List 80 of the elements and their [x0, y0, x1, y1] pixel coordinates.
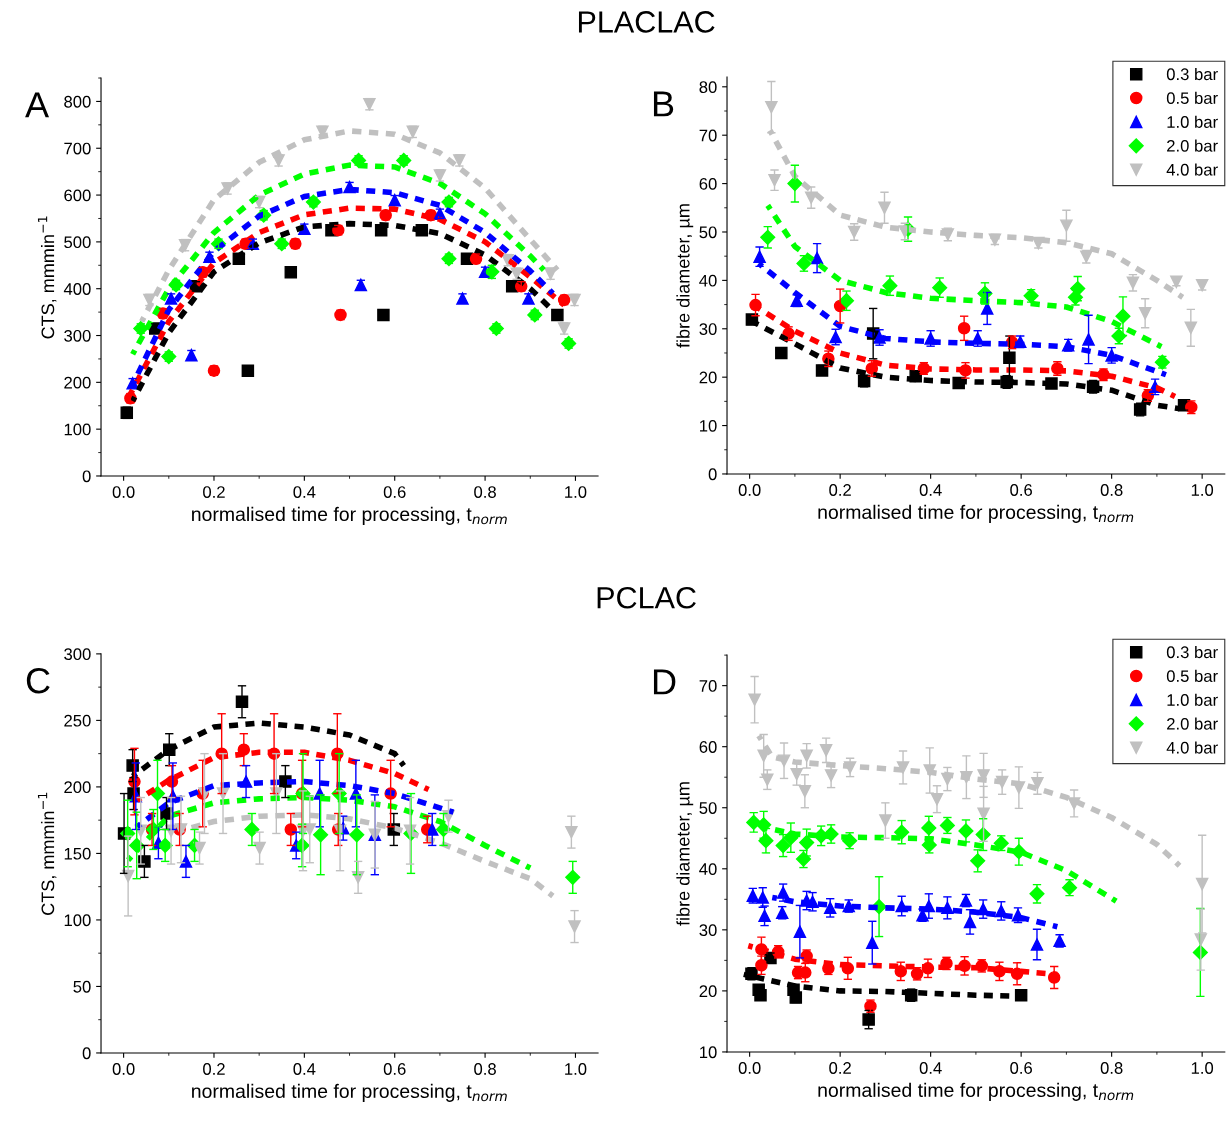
- y-tick-label: 0: [82, 470, 91, 483]
- x-tick-label: 0.4: [293, 486, 316, 498]
- legend-label: 0.3 bar: [1166, 67, 1218, 81]
- x-tick-label: 0.8: [474, 1063, 496, 1075]
- x-axis-title: normalised time for processing, t$_{norm}$: [818, 1082, 1134, 1101]
- y-tick-label: 80: [699, 81, 717, 94]
- x-tick-label: 0.0: [738, 484, 761, 496]
- legend-label: 1.0 bar: [1167, 115, 1218, 128]
- y-tick-label: 800: [64, 95, 91, 108]
- y-tick-label: 300: [64, 329, 91, 342]
- x-tick-label: 0.8: [1100, 1062, 1123, 1074]
- y-tick-label: 70: [699, 680, 717, 692]
- y-tick-label: 700: [64, 142, 91, 155]
- y-tick-label: 50: [699, 226, 717, 239]
- y-tick-label: 70: [699, 129, 717, 142]
- legend-label: 2.0 bar: [1167, 139, 1218, 152]
- legend-label: 2.0 bar: [1167, 717, 1218, 730]
- y-tick-label: 200: [64, 376, 91, 389]
- y-tick-label: 100: [64, 914, 91, 927]
- y-tick-label: 20: [699, 371, 717, 384]
- x-tick-label: 0.2: [203, 1063, 225, 1075]
- x-tick-label: 0.8: [474, 486, 496, 498]
- legend-label: 4.0 bar: [1166, 163, 1218, 176]
- x-tick-label: 0.0: [112, 1063, 135, 1075]
- legend-label: 0.5 bar: [1166, 669, 1218, 683]
- x-axis-title: normalised time for processing, t$_{norm}$: [818, 504, 1134, 523]
- y-tick-label: 0: [708, 468, 717, 481]
- y-tick-label: 40: [699, 274, 717, 287]
- x-axis-title: normalised time for processing, t$_{norm}$: [192, 506, 507, 525]
- x-tick-label: 1.0: [565, 486, 587, 498]
- chart-title: C: [26, 667, 50, 694]
- x-tick-label: 1.0: [1191, 1062, 1214, 1074]
- y-tick-label: 60: [699, 741, 717, 753]
- x-tick-label: 0.0: [112, 486, 135, 498]
- x-tick-label: 0.4: [919, 1062, 942, 1074]
- y-tick-label: 50: [699, 802, 717, 814]
- x-tick-label: 0.2: [829, 1062, 851, 1074]
- x-tick-label: 0.8: [1100, 484, 1123, 496]
- text: PLACLAC: [578, 11, 715, 33]
- y-tick-label: 30: [699, 323, 717, 335]
- x-tick-label: 0.6: [383, 1063, 406, 1075]
- x-tick-label: 0.6: [383, 486, 406, 498]
- y-tick-label: 40: [699, 863, 717, 875]
- y-tick-label: 150: [64, 847, 91, 860]
- y-axis-title: fibre diameter, µm: [676, 782, 694, 926]
- x-tick-label: 0.0: [738, 1062, 761, 1074]
- x-tick-label: 0.6: [1010, 1062, 1032, 1074]
- chart-title: D: [653, 669, 676, 695]
- legend-label: 0.3 bar: [1166, 645, 1218, 659]
- y-axis-title: CTS, mmmin$^{−1}$: [37, 216, 57, 339]
- x-tick-label: 1.0: [565, 1063, 587, 1075]
- legend-label: 1.0 bar: [1167, 693, 1218, 706]
- y-tick-label: 0: [82, 1047, 91, 1060]
- y-tick-label: 30: [699, 924, 717, 937]
- legend-label: 4.0 bar: [1166, 741, 1218, 754]
- text: PCLAC: [597, 586, 696, 609]
- y-tick-label: 600: [64, 189, 91, 202]
- x-axis-title: normalised time for processing, t$_{norm}$: [192, 1083, 507, 1102]
- y-axis-title: CTS, mmmin$^{−1}$: [37, 792, 57, 915]
- y-tick-label: 400: [63, 283, 91, 295]
- y-tick-label: 300: [64, 648, 91, 661]
- chart-title: B: [653, 91, 674, 117]
- y-tick-label: 200: [64, 781, 91, 794]
- y-axis-title: fibre diameter, µm: [676, 204, 694, 348]
- x-tick-label: 1.0: [1191, 484, 1214, 496]
- legend-label: 0.5 bar: [1166, 91, 1218, 105]
- y-tick-label: 10: [700, 1046, 717, 1059]
- x-tick-label: 0.4: [919, 484, 942, 496]
- x-tick-label: 0.2: [829, 484, 851, 496]
- y-tick-label: 10: [700, 419, 717, 432]
- y-tick-label: 50: [73, 980, 91, 993]
- y-tick-label: 20: [699, 985, 717, 998]
- chart-title: A: [25, 92, 50, 118]
- y-tick-label: 60: [699, 177, 717, 190]
- y-tick-label: 100: [64, 423, 91, 436]
- y-tick-label: 500: [64, 236, 91, 249]
- x-tick-label: 0.4: [293, 1063, 316, 1075]
- x-tick-label: 0.6: [1010, 484, 1032, 496]
- x-tick-label: 0.2: [203, 486, 225, 498]
- y-tick-label: 250: [64, 714, 91, 727]
